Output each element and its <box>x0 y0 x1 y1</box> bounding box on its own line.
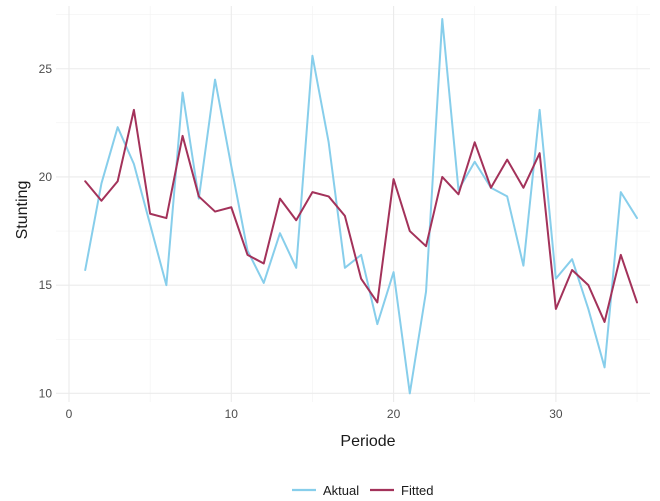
y-tick-label: 20 <box>39 170 53 184</box>
legend-label-fitted: Fitted <box>401 483 434 498</box>
y-tick-label: 25 <box>39 62 53 76</box>
y-tick-label: 10 <box>39 386 53 400</box>
x-tick-label: 20 <box>387 407 401 421</box>
series-line-fitted <box>84 108 639 323</box>
legend-label-aktual: Aktual <box>323 483 359 498</box>
y-tick-labels: 10 15 20 25 <box>39 62 53 401</box>
grid-major <box>56 6 650 402</box>
x-tick-labels: 0 10 20 30 <box>66 407 563 421</box>
x-tick-label: 0 <box>66 407 73 421</box>
y-tick-label: 15 <box>39 278 53 292</box>
legend: Aktual Fitted <box>292 483 434 498</box>
series-layer <box>84 17 639 395</box>
grid-minor <box>56 6 650 402</box>
y-axis-title: Stunting <box>14 181 31 240</box>
series-line-aktual <box>84 17 639 395</box>
x-axis-title: Periode <box>340 433 395 450</box>
x-tick-label: 30 <box>549 407 563 421</box>
x-tick-label: 10 <box>225 407 239 421</box>
